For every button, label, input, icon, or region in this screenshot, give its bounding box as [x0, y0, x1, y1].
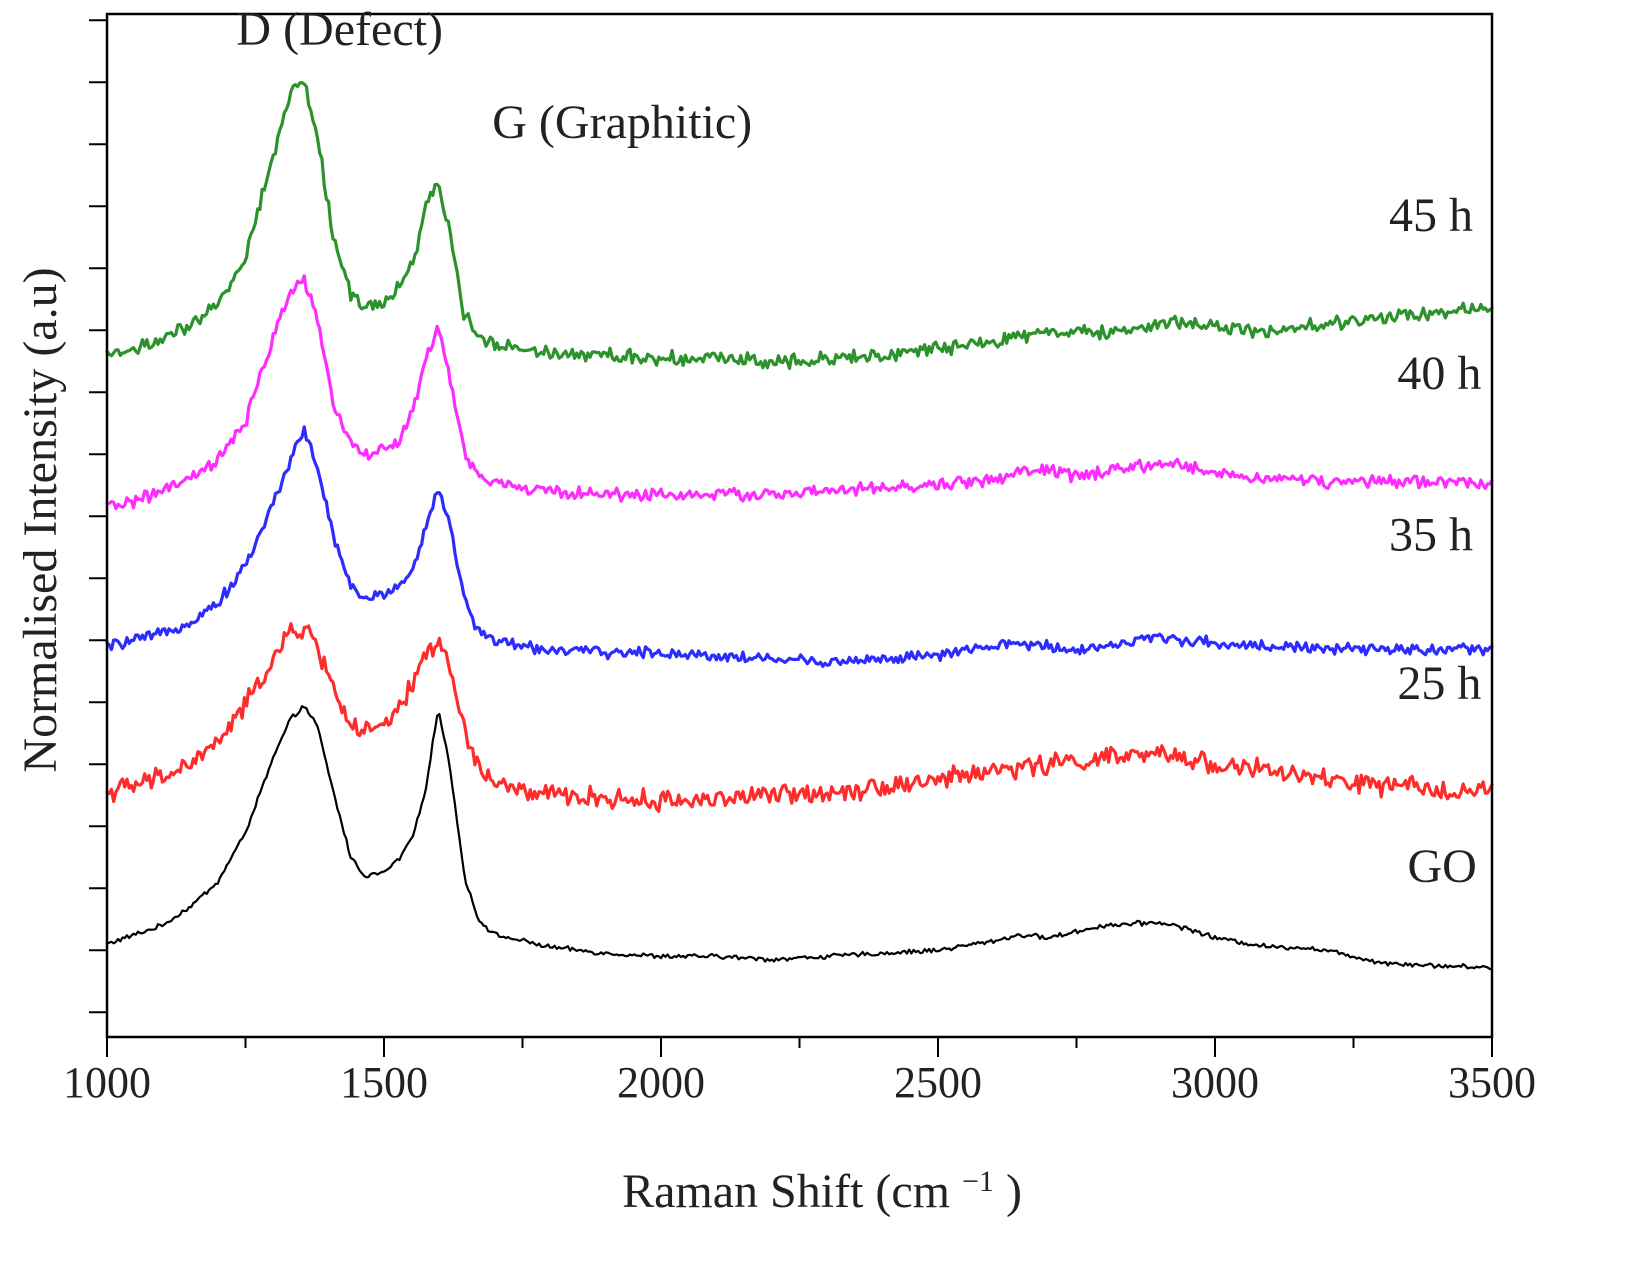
series-label-40-h: 40 h	[1397, 347, 1481, 400]
series-label-35-h: 35 h	[1389, 508, 1473, 561]
series-line-go	[105, 705, 1494, 971]
x-tick-label-3000: 3000	[1171, 1058, 1259, 1107]
x-tick-label-1500: 1500	[340, 1058, 428, 1107]
x-axis-title-suffix: )	[1006, 1165, 1022, 1218]
series-line-25-h	[105, 622, 1494, 813]
plot-layer: GO 25 h 35 h 40 h 45 h	[105, 81, 1494, 971]
annotation-d-defect: D (Defect)	[236, 3, 443, 56]
series-label-45-h: 45 h	[1389, 189, 1473, 242]
x-axis-title: Raman Shift (cm −1 )	[622, 1165, 1022, 1219]
series-label-go: GO	[1407, 840, 1476, 893]
axes-layer: 1000 1500 2000 2500 3000 3500	[63, 12, 1536, 1107]
labels-layer: D (Defect) G (Graphitic) Raman Shift (cm…	[14, 3, 1022, 1218]
series-line-35-h	[105, 425, 1494, 668]
x-axis-title-main: Raman Shift (cm	[622, 1165, 950, 1218]
annotation-g-graphitic: G (Graphitic)	[492, 96, 752, 149]
series-line-45-h	[105, 81, 1494, 371]
x-axis-title-superscript: −1	[962, 1165, 994, 1198]
x-tick-label-2000: 2000	[617, 1058, 705, 1107]
x-tick-label-2500: 2500	[894, 1058, 982, 1107]
y-axis-title: Normalised Intensity (a.u)	[14, 267, 67, 772]
series-line-40-h	[105, 274, 1494, 511]
x-tick-label-3500: 3500	[1448, 1058, 1536, 1107]
plot-frame	[105, 12, 1494, 1039]
series-label-25-h: 25 h	[1397, 657, 1481, 710]
x-tick-label-1000: 1000	[63, 1058, 151, 1107]
